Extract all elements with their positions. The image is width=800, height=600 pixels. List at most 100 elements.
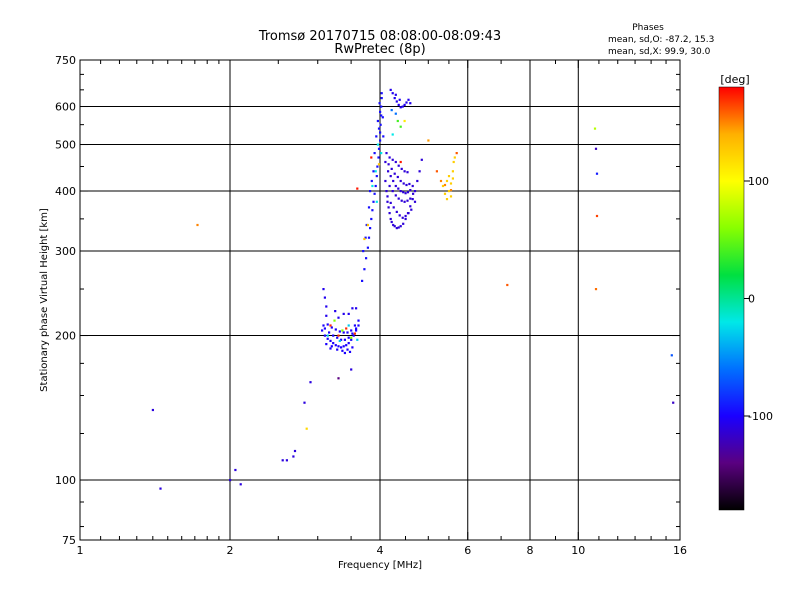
data-point [449, 189, 453, 192]
data-point [376, 119, 379, 123]
data-point [405, 183, 408, 187]
x-tick-label: 4 [377, 544, 384, 557]
grid-lines [80, 60, 680, 540]
data-point [367, 236, 371, 239]
data-point [334, 344, 337, 347]
data-point [398, 214, 401, 217]
data-point [397, 103, 400, 106]
data-point [392, 206, 395, 209]
data-point [389, 201, 392, 204]
data-point [452, 160, 455, 164]
data-point [394, 194, 397, 197]
data-point [365, 257, 368, 260]
data-point [381, 116, 384, 119]
data-point [407, 212, 410, 215]
data-point [403, 119, 406, 123]
data-point [370, 217, 373, 221]
data-point [370, 156, 373, 159]
data-point [350, 329, 353, 332]
data-point [394, 112, 397, 115]
data-point [403, 200, 406, 203]
data-point [375, 175, 378, 178]
data-point [332, 334, 335, 337]
data-point [409, 189, 412, 192]
data-point [387, 206, 390, 209]
data-point [356, 187, 359, 190]
data-point [305, 427, 308, 430]
data-point [416, 179, 419, 183]
data-point [445, 198, 449, 201]
data-point [386, 200, 389, 203]
data-point [385, 190, 388, 193]
data-point [369, 190, 372, 193]
data-point [330, 326, 333, 329]
data-point [330, 345, 333, 348]
data-point [355, 327, 358, 330]
data-point [363, 268, 366, 271]
data-point [406, 191, 410, 194]
data-point [399, 225, 402, 228]
data-point [407, 98, 410, 101]
data-point [350, 338, 353, 341]
data-point [403, 103, 406, 106]
phase-info-heading: Phases [632, 23, 664, 33]
data-point [379, 131, 382, 134]
data-point [397, 187, 400, 190]
data-point [350, 368, 353, 371]
data-point [374, 170, 377, 173]
data-point [380, 105, 383, 108]
data-point [323, 327, 326, 330]
data-point [391, 190, 394, 193]
data-point [372, 170, 375, 173]
data-point [353, 332, 356, 335]
x-tick-label: 16 [673, 544, 687, 557]
data-point [377, 163, 381, 166]
data-point [303, 401, 306, 404]
data-point [399, 125, 402, 128]
data-point [441, 184, 445, 188]
y-tick-label: 100 [55, 474, 76, 487]
data-point [380, 114, 383, 117]
data-point [449, 182, 453, 185]
data-point [418, 170, 421, 173]
y-tick-label: 400 [55, 185, 76, 198]
colorbar-tick-label: 0 [748, 293, 755, 306]
data-point [392, 223, 395, 227]
data-point [394, 93, 397, 96]
data-point [409, 205, 412, 208]
data-point [402, 222, 405, 225]
data-point [455, 152, 458, 155]
data-point [351, 346, 354, 349]
data-point [375, 135, 378, 138]
data-point [506, 283, 509, 287]
x-tick-label: 8 [527, 544, 534, 557]
colorbar-ticks: 100 0 -100 [744, 175, 773, 423]
data-point [363, 237, 366, 241]
minor-ticks [80, 60, 680, 540]
data-point [670, 354, 673, 357]
data-point [387, 170, 390, 173]
x-tick-label: 1 [77, 544, 84, 557]
data-point [593, 127, 597, 130]
data-point [399, 106, 402, 109]
data-point [326, 334, 329, 337]
phase-info-o: mean, sd,O: -87.2, 15.3 [608, 35, 714, 45]
colorbar-tick-label: -100 [748, 410, 773, 423]
chart-subtitle: RwPretec (8p) [334, 42, 425, 57]
data-point [374, 184, 377, 188]
data-point [594, 147, 598, 150]
data-point [391, 158, 394, 161]
data-points [151, 88, 675, 490]
data-point [394, 184, 397, 188]
data-point [413, 200, 417, 203]
data-point [379, 110, 382, 113]
data-point [408, 182, 411, 186]
data-point [378, 102, 381, 105]
data-point [332, 342, 335, 345]
data-point [323, 296, 326, 299]
data-point [334, 310, 337, 313]
data-point [328, 331, 331, 334]
data-point [325, 343, 328, 346]
data-point [196, 223, 199, 227]
data-point [594, 288, 598, 291]
